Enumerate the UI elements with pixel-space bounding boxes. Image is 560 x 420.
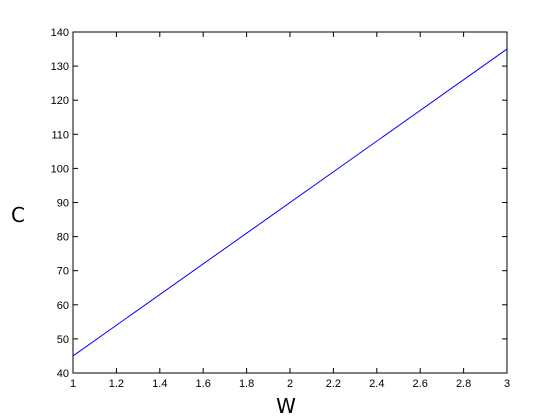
y-tick-label: 70	[57, 266, 69, 278]
y-axis-ticks: 40 50 60 70 80 90 100 110 120 130 140	[51, 27, 507, 380]
x-tick-label: 2	[287, 378, 293, 390]
y-tick-label: 140	[51, 27, 69, 39]
x-tick-label: 2.2	[326, 378, 341, 390]
y-tick-label: 100	[51, 163, 69, 175]
x-tick-label: 2.8	[456, 378, 471, 390]
y-tick-label: 130	[51, 61, 69, 73]
y-tick-label: 90	[57, 198, 69, 210]
series-layer	[72, 48, 508, 357]
y-tick-label: 120	[51, 95, 69, 107]
x-tick-label: 3	[504, 378, 510, 390]
x-tick-label: 1.8	[239, 378, 254, 390]
y-tick-label: 50	[57, 334, 69, 346]
y-tick-label: 80	[57, 232, 69, 244]
x-tick-label: 1.4	[152, 378, 167, 390]
x-axis-ticks: 1 1.2 1.4 1.6 1.8 2 2.2 2.4 2.6 2.8 3	[70, 32, 510, 390]
x-axis-label: W	[276, 394, 296, 418]
x-tick-label: 2.4	[369, 378, 384, 390]
y-axis-label: C	[11, 203, 25, 227]
x-tick-label: 1	[70, 378, 76, 390]
y-tick-label: 40	[57, 368, 69, 380]
series-line	[72, 48, 508, 357]
x-tick-label: 2.6	[413, 378, 428, 390]
x-tick-label: 1.6	[196, 378, 211, 390]
x-tick-label: 1.2	[109, 378, 124, 390]
y-tick-label: 60	[57, 300, 69, 312]
y-tick-label: 110	[51, 129, 69, 141]
